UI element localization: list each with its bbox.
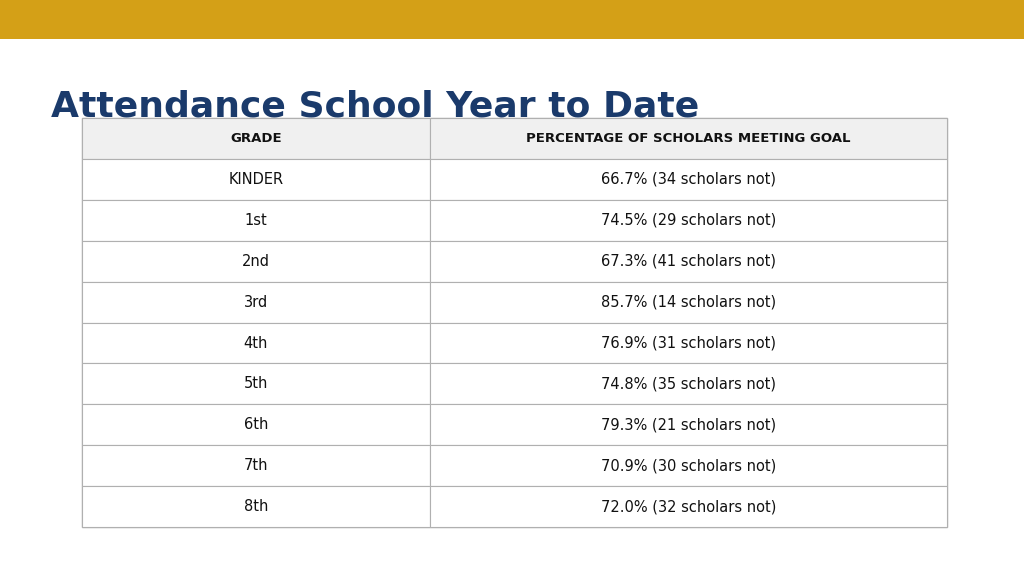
Text: 3rd: 3rd	[244, 294, 268, 310]
Text: KINDER: KINDER	[228, 172, 284, 187]
Text: 8th: 8th	[244, 499, 268, 514]
Text: 74.8% (35 scholars not): 74.8% (35 scholars not)	[601, 376, 776, 392]
Text: 70.9% (30 scholars not): 70.9% (30 scholars not)	[601, 458, 776, 473]
Text: 7th: 7th	[244, 458, 268, 473]
Text: Attendance School Year to Date: Attendance School Year to Date	[51, 89, 699, 123]
Text: 72.0% (32 scholars not): 72.0% (32 scholars not)	[601, 499, 776, 514]
Text: 74.5% (29 scholars not): 74.5% (29 scholars not)	[601, 213, 776, 228]
Text: 79.3% (21 scholars not): 79.3% (21 scholars not)	[601, 417, 776, 433]
Text: 4th: 4th	[244, 335, 268, 351]
Text: 1st: 1st	[245, 213, 267, 228]
Text: 76.9% (31 scholars not): 76.9% (31 scholars not)	[601, 335, 776, 351]
Text: GRADE: GRADE	[230, 132, 282, 145]
Text: 67.3% (41 scholars not): 67.3% (41 scholars not)	[601, 253, 776, 269]
Text: 85.7% (14 scholars not): 85.7% (14 scholars not)	[601, 294, 776, 310]
Text: 5th: 5th	[244, 376, 268, 392]
Text: 6th: 6th	[244, 417, 268, 433]
Text: 66.7% (34 scholars not): 66.7% (34 scholars not)	[601, 172, 776, 187]
Text: 2nd: 2nd	[242, 253, 270, 269]
Text: PERCENTAGE OF SCHOLARS MEETING GOAL: PERCENTAGE OF SCHOLARS MEETING GOAL	[526, 132, 851, 145]
